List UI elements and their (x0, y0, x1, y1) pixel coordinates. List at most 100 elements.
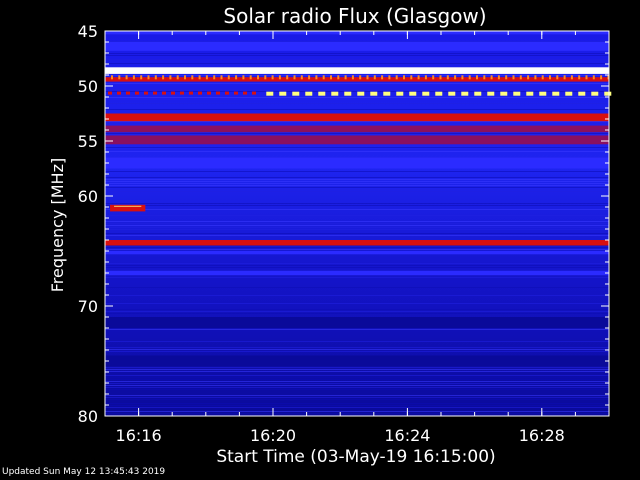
noise-stripe (105, 41, 609, 42)
y-tick-label: 50 (78, 77, 98, 96)
signal-dot (468, 75, 471, 80)
y-tick-label: 55 (78, 132, 98, 151)
noise-stripe (105, 383, 609, 384)
signal-dot (578, 75, 581, 80)
signal-dash (370, 91, 378, 96)
noise-stripe (105, 215, 609, 216)
noise-stripe (105, 295, 609, 296)
noise-stripe (105, 371, 609, 372)
signal-dot (351, 75, 354, 80)
radio-burst (110, 204, 146, 212)
signal-dot (227, 75, 230, 80)
noise-stripe (105, 221, 609, 222)
noise-stripe (105, 277, 609, 278)
frequency-band (105, 67, 609, 74)
signal-dash (108, 91, 112, 95)
noise-stripe (105, 375, 609, 376)
signal-dot (235, 75, 238, 80)
signal-dash (552, 91, 560, 96)
frequency-band (105, 355, 609, 367)
frequency-band (105, 270, 609, 276)
signal-dot (169, 75, 172, 80)
noise-stripe (105, 413, 609, 414)
signal-dot (395, 75, 398, 80)
noise-stripe (105, 367, 609, 368)
noise-stripe (105, 203, 609, 204)
signal-dot (257, 75, 259, 80)
noise-stripe (105, 407, 609, 408)
y-tick-label: 70 (78, 297, 98, 316)
signal-dot (381, 75, 384, 80)
noise-stripe (105, 329, 609, 330)
signal-dot (322, 75, 325, 80)
noise-stripe (105, 377, 609, 378)
noise-stripe (105, 403, 609, 404)
signal-dot (198, 75, 201, 80)
noise-stripe (105, 133, 609, 134)
noise-stripe (105, 185, 609, 186)
frequency-band (105, 31, 609, 35)
noise-stripe (105, 63, 609, 64)
signal-dash (487, 91, 495, 96)
noise-stripe (105, 411, 609, 412)
signal-dot (330, 75, 332, 80)
noise-stripe (105, 233, 609, 234)
signal-dot (264, 75, 267, 80)
noise-stripe (105, 369, 609, 370)
signal-dot (344, 75, 347, 80)
noise-stripe (105, 179, 609, 180)
signal-dot (519, 75, 522, 80)
frequency-band (105, 157, 609, 169)
signal-dash (357, 91, 365, 96)
noise-stripe (105, 209, 609, 210)
signal-dot (147, 75, 150, 80)
signal-dot (125, 75, 128, 80)
signal-dot (476, 75, 478, 80)
signal-dot (271, 75, 274, 80)
signal-dash (344, 91, 352, 96)
signal-dash (305, 91, 313, 96)
signal-dash (448, 91, 456, 96)
noise-stripe (105, 83, 609, 84)
frequency-band (105, 125, 609, 133)
signal-dot (446, 75, 449, 80)
signal-dot (541, 75, 544, 80)
noise-stripe (105, 347, 609, 348)
signal-dash (461, 91, 469, 96)
signal-dash (279, 91, 287, 96)
signal-dot (220, 75, 223, 80)
signal-dot (534, 75, 537, 80)
noise-stripe (105, 303, 609, 304)
signal-dash (435, 91, 443, 96)
noise-stripe (105, 91, 609, 92)
noise-stripe (105, 265, 609, 266)
signal-dash (117, 91, 121, 95)
noise-stripe (105, 223, 609, 224)
frequency-band (105, 77, 609, 82)
signal-dot (337, 75, 340, 80)
signal-dash (604, 91, 612, 96)
signal-dash (171, 91, 175, 95)
noise-stripe (105, 181, 609, 182)
noise-stripe (105, 349, 609, 350)
signal-dash (331, 91, 339, 96)
signal-dot (592, 75, 595, 80)
signal-dot (607, 75, 610, 80)
signal-dash (266, 91, 274, 96)
signal-dash (234, 91, 238, 95)
signal-dot (490, 75, 493, 80)
noise-stripe (105, 387, 609, 388)
noise-stripe (105, 311, 609, 312)
noise-stripe (105, 379, 609, 380)
noise-stripe (105, 247, 609, 248)
signal-dash (144, 91, 148, 95)
x-tick-label: 16:28 (519, 426, 565, 445)
signal-dot (373, 75, 376, 80)
signal-dot (461, 75, 464, 80)
noise-stripe (105, 53, 609, 54)
signal-dot (483, 75, 486, 80)
noise-stripe (105, 191, 609, 192)
signal-dash (292, 91, 300, 96)
noise-stripe (105, 309, 609, 310)
